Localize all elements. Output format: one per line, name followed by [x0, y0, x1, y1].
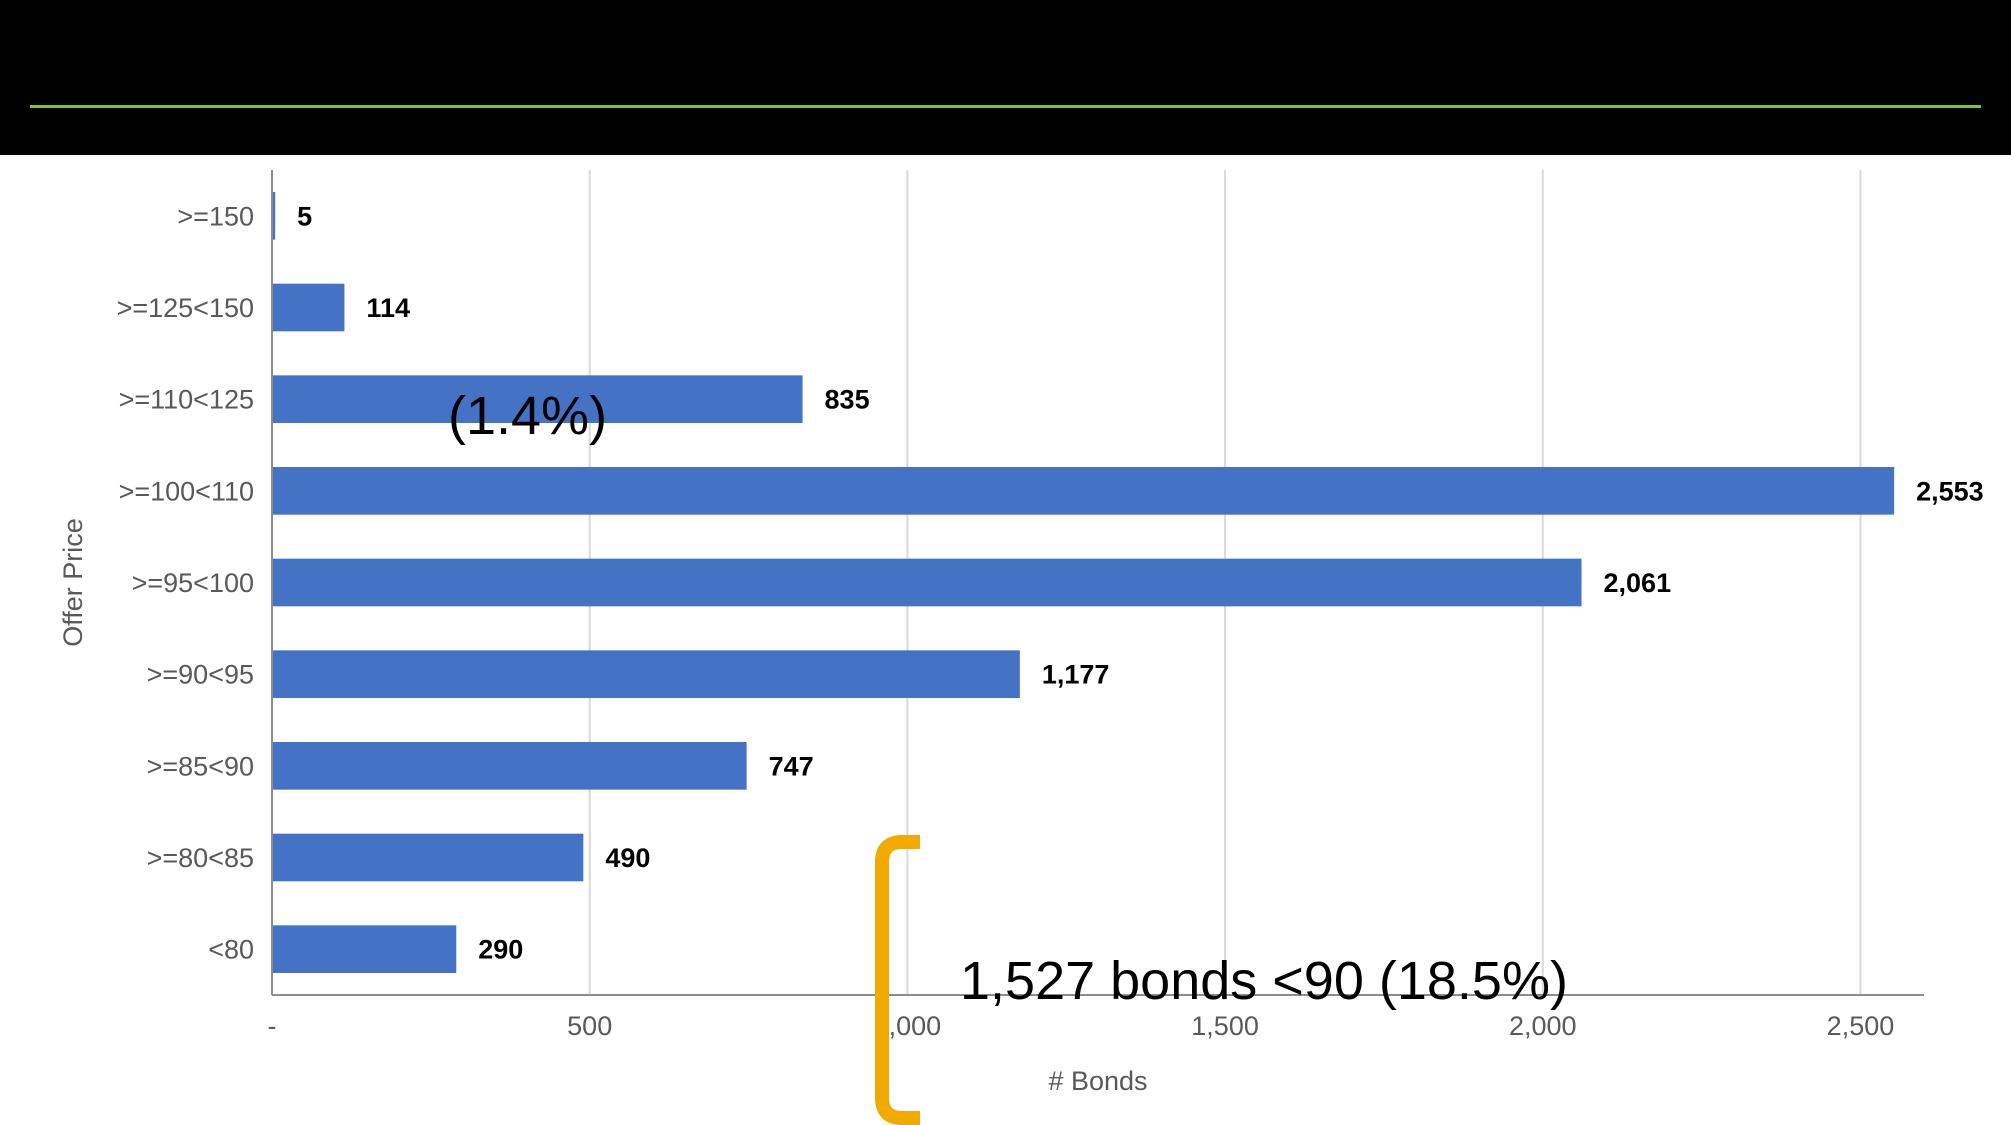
svg-text:2,000: 2,000	[1509, 1011, 1577, 1041]
banner-divider-line	[30, 105, 1981, 108]
bond-price-chart: -5001,0001,5002,0002,500# BondsOffer Pri…	[0, 155, 2011, 1109]
annotation-top-percent: (1.4%)	[448, 385, 607, 447]
svg-text:>=150: >=150	[177, 201, 254, 231]
svg-text:>=80<85: >=80<85	[147, 843, 254, 873]
top-banner	[0, 0, 2011, 155]
svg-text:>=125<150: >=125<150	[117, 293, 254, 323]
svg-text:500: 500	[567, 1011, 612, 1041]
svg-text:<80: <80	[208, 935, 254, 965]
svg-text:>=100<110: >=100<110	[119, 476, 254, 506]
svg-text:2,500: 2,500	[1827, 1011, 1895, 1041]
svg-text:5: 5	[297, 201, 312, 231]
annotation-below-90: 1,527 bonds <90 (18.5%)	[960, 950, 1568, 1012]
svg-text:1,177: 1,177	[1042, 660, 1110, 690]
svg-text:835: 835	[825, 385, 870, 415]
svg-text:>=95<100: >=95<100	[132, 568, 254, 598]
bracket-callout	[875, 835, 948, 1125]
annotation-below-90-text: 1,527 bonds <90 (18.5%)	[960, 951, 1568, 1011]
svg-text:-: -	[268, 1011, 277, 1041]
svg-text:747: 747	[769, 751, 814, 781]
svg-text:2,061: 2,061	[1604, 568, 1672, 598]
svg-text:>=90<95: >=90<95	[147, 660, 254, 690]
svg-text:1,500: 1,500	[1191, 1011, 1259, 1041]
svg-text:Offer Price: Offer Price	[58, 518, 88, 647]
svg-text:114: 114	[366, 293, 410, 323]
annotation-top-percent-text: (1.4%)	[448, 386, 607, 446]
svg-text:>=85<90: >=85<90	[147, 751, 254, 781]
svg-text:490: 490	[605, 843, 650, 873]
svg-text:# Bonds: # Bonds	[1048, 1066, 1147, 1096]
svg-text:290: 290	[478, 935, 523, 965]
svg-text:>=110<125: >=110<125	[119, 385, 254, 415]
svg-text:2,553: 2,553	[1916, 476, 1984, 506]
